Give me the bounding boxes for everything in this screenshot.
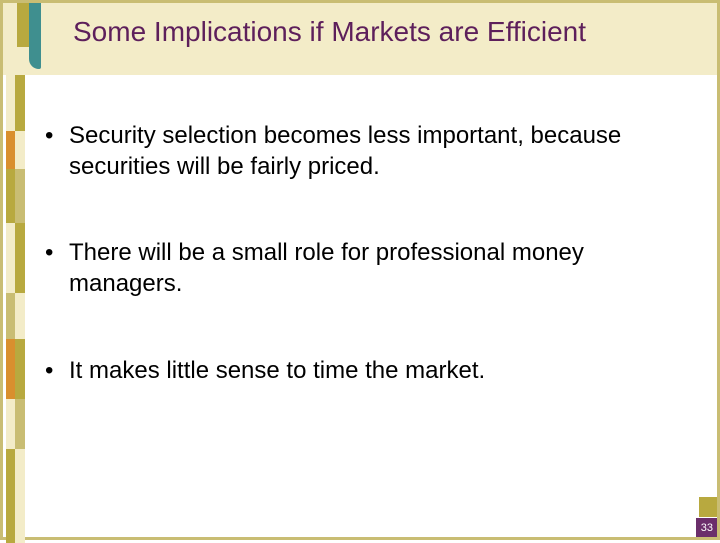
deco-block (15, 293, 25, 339)
bullet-item: It makes little sense to time the market… (41, 356, 697, 387)
corner-accent (699, 497, 717, 517)
deco-block (15, 169, 25, 223)
deco-block (15, 223, 25, 293)
slide-title: Some Implications if Markets are Efficie… (73, 15, 693, 49)
slide: Some Implications if Markets are Efficie… (0, 0, 720, 540)
deco-block (6, 169, 15, 223)
deco-strip-teal (29, 3, 41, 69)
deco-block (15, 449, 25, 543)
left-deco-column (3, 75, 31, 537)
deco-block (15, 131, 25, 169)
deco-block (15, 75, 25, 131)
deco-block (6, 131, 15, 169)
bullet-item: There will be a small role for professio… (41, 238, 697, 299)
deco-strip-olive (17, 3, 29, 47)
deco-block (6, 293, 15, 339)
deco-block (6, 449, 15, 543)
deco-block (6, 339, 15, 399)
deco-block (15, 339, 25, 399)
bullet-item: Security selection becomes less importan… (41, 121, 697, 182)
deco-block (15, 399, 25, 449)
deco-strip (3, 3, 17, 75)
page-number: 33 (696, 518, 717, 537)
deco-block (6, 399, 15, 449)
deco-block (6, 75, 15, 131)
deco-block (6, 223, 15, 293)
content-area: Security selection becomes less importan… (41, 121, 697, 443)
